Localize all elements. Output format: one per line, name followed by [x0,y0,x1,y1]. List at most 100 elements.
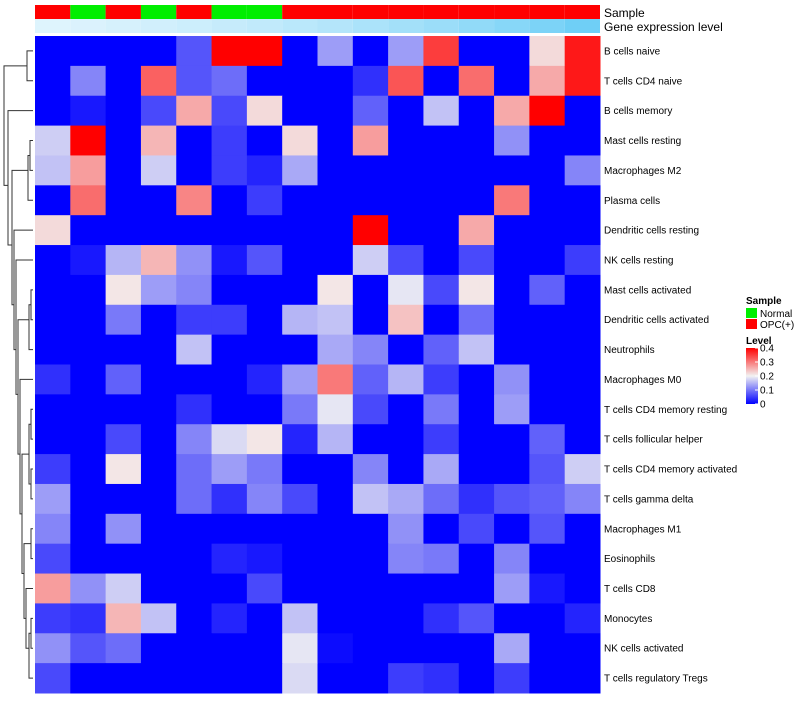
sample-anno-cell [317,5,353,19]
heatmap-cell [458,65,495,97]
heatmap-cell [105,454,142,485]
heatmap-cell [564,603,601,634]
heatmap-cell [352,513,389,545]
heatmap-cell [317,633,354,664]
heatmap-cell [564,633,601,664]
heatmap-cell [317,334,354,365]
expression-anno-cell [140,19,177,33]
heatmap-cell [70,394,107,425]
heatmap-cell [458,274,495,306]
heatmap-cell [176,573,213,604]
heatmap-cell [282,633,318,664]
heatmap-cell [70,513,107,545]
heatmap-cell [35,454,71,485]
heatmap-cell [246,603,283,634]
heatmap-cell [211,274,248,306]
heatmap-cell [529,454,566,485]
dendrogram-link [15,259,33,395]
heatmap-cell [564,95,601,127]
heatmap-cell [352,125,389,156]
dendrogram-link [27,154,33,201]
heatmap-cell [140,155,177,186]
legend-level-title: Level [746,336,772,347]
heatmap-cell [564,36,601,67]
heatmap-cell [494,454,530,485]
heatmap-cell [564,394,601,425]
heatmap-cell [105,155,142,186]
heatmap-cell [176,633,213,664]
heatmap-cell [317,65,354,97]
heatmap-cell [105,334,142,365]
expression-anno-cell [176,19,212,33]
heatmap-cell [176,215,213,246]
heatmap-cell [458,663,495,694]
heatmap-cell [388,603,424,634]
heatmap-cell [176,245,213,276]
heatmap-cell [317,543,354,575]
heatmap-cell [282,155,318,186]
heatmap-cell [211,633,248,664]
row-label: Eosinophils [604,554,655,565]
heatmap-cell [105,663,142,694]
heatmap-cell [105,603,142,634]
sample-anno-cell [282,5,318,19]
heatmap-cell [105,394,142,425]
sample-anno-cell [458,5,495,19]
heatmap-cell [211,603,248,634]
legend-swatch [746,319,757,329]
heatmap-cell [494,185,530,216]
heatmap-cell [352,304,389,336]
heatmap-cell [70,334,107,365]
heatmap-cell [317,573,354,604]
dendrogram-link [3,65,27,186]
heatmap-cell [70,304,107,336]
heatmap-cell [140,573,177,604]
sample-anno-cell [140,5,177,19]
heatmap-cell [105,543,142,575]
heatmap-cell [352,215,389,246]
heatmap-cell [35,215,71,246]
heatmap-cell [564,424,601,455]
row-label: Mast cells activated [604,285,691,296]
heatmap-cell [494,245,530,276]
heatmap-cell [246,573,283,604]
heatmap-cell [176,424,213,455]
heatmap-cell [140,394,177,425]
heatmap-cell [105,304,142,336]
heatmap-cell [494,603,530,634]
heatmap-cell [246,663,283,694]
heatmap-cell [317,424,354,455]
heatmap-cell [176,603,213,634]
heatmap-cell [35,603,71,634]
sample-anno-cell [352,5,389,19]
heatmap-cell [246,36,283,67]
heatmap-cell [70,125,107,156]
heatmap-cell [458,424,495,455]
expression-anno-cell [282,19,318,33]
heatmap-cell [494,633,530,664]
heatmap-cell [352,663,389,694]
heatmap-cell [388,573,424,604]
heatmap-cell [423,394,460,425]
heatmap-cell [352,424,389,455]
heatmap-cell [35,95,71,127]
heatmap-cell [246,364,283,395]
heatmap-cell [388,364,424,395]
heatmap-cell [282,603,318,634]
legend-sample-title: Sample [746,296,782,307]
heatmap-cell [105,125,142,156]
heatmap-cell [352,274,389,306]
sample-anno-cell [176,5,212,19]
dendrogram-link [30,289,33,321]
heatmap-cell [140,95,177,127]
heatmap-cell [529,543,566,575]
heatmap-cell [35,274,71,306]
heatmap-cell [282,364,318,395]
heatmap-cell [564,573,601,604]
heatmap-cell [35,394,71,425]
sample-anno-cell [246,5,283,19]
heatmap-cell [140,663,177,694]
heatmap-cell [352,633,389,664]
